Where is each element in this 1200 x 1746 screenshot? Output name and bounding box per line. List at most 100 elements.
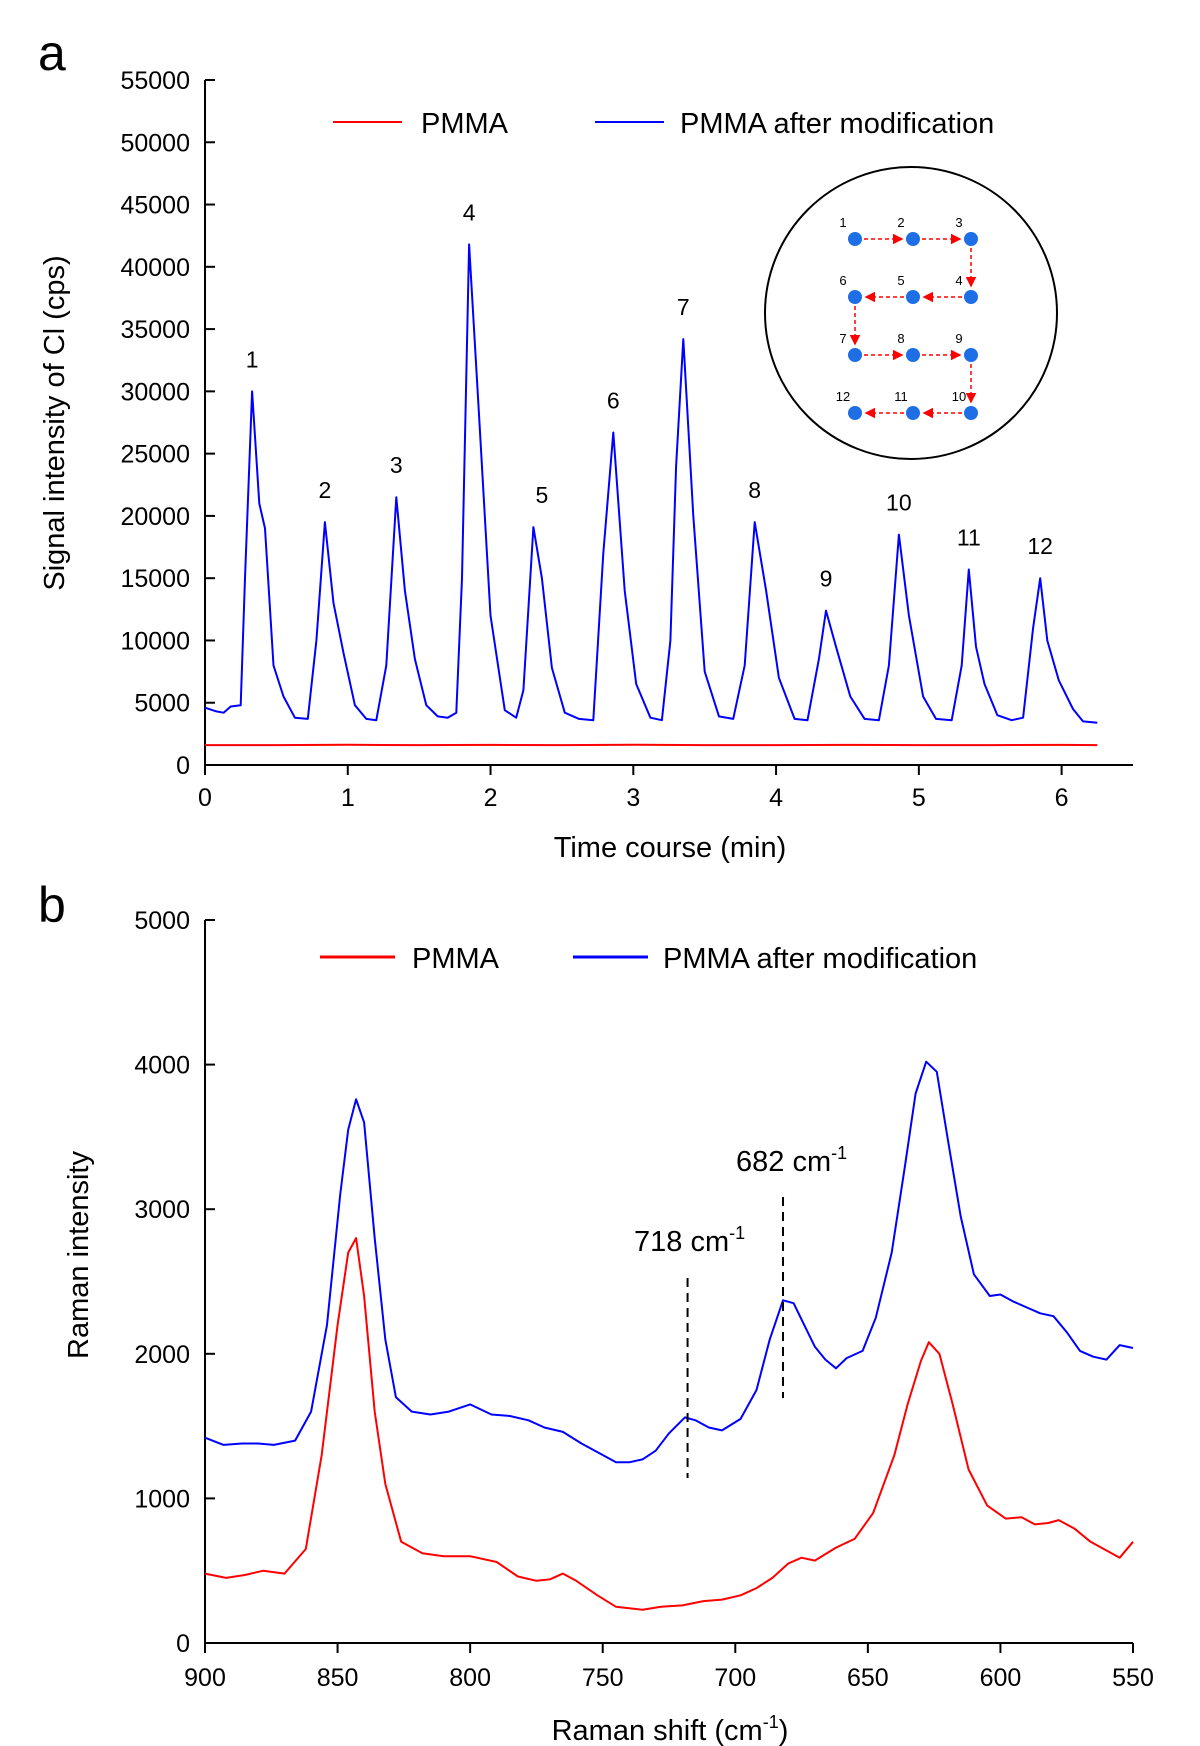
y-tick-label: 35000 — [120, 316, 190, 344]
panel-b-x-axis-title-suffix: ) — [779, 1715, 789, 1746]
scan-point-label: 9 — [955, 331, 962, 346]
x-tick-label: 800 — [449, 1664, 491, 1692]
x-tick-label: 3 — [626, 784, 640, 812]
scan-point — [848, 290, 862, 304]
y-tick-label: 0 — [176, 752, 190, 780]
x-tick-label: 550 — [1112, 1664, 1154, 1692]
scan-points: 1 2 36 5 47 8 912 11 10 — [836, 215, 978, 420]
x-tick-label: 850 — [317, 1664, 359, 1692]
y-tick-label: 55000 — [120, 67, 190, 95]
y-tick-label: 15000 — [120, 565, 190, 593]
panel-a-x-axis-title: Time course (min) — [554, 832, 787, 864]
scan-point-label: 11 — [894, 389, 908, 404]
x-tick-label: 4 — [769, 784, 783, 812]
y-tick-label: 5000 — [134, 690, 190, 718]
panel-b-x-axis-title-main: Raman shift (cm — [552, 1715, 763, 1746]
legend-b-label-pmma-modified: PMMA after modification — [663, 943, 977, 975]
peak-label: 12 — [1027, 533, 1053, 559]
x-tick-label: 750 — [582, 1664, 624, 1692]
y-tick-label: 2000 — [134, 1341, 190, 1369]
legend-label-pmma-modified: PMMA after modification — [680, 108, 994, 140]
x-tick-label: 6 — [1055, 784, 1069, 812]
scan-point — [964, 406, 978, 420]
x-tick-label: 600 — [980, 1664, 1022, 1692]
scan-point-label: 5 — [897, 273, 904, 288]
annotation-718-text: 718 cm — [634, 1226, 729, 1258]
legend-b-label-pmma: PMMA — [412, 943, 500, 975]
panel-b-annotations: 718 cm-1 682 cm-1 — [634, 1143, 847, 1478]
panel-b-letter: b — [38, 877, 66, 933]
panel-a-y-axis-title: Signal intensity of Cl (cps) — [39, 255, 71, 590]
panel-a-letter: a — [38, 25, 66, 81]
panel-a-legend: PMMA PMMA after modification — [333, 108, 994, 140]
scan-point — [848, 232, 862, 246]
scan-point — [906, 406, 920, 420]
peak-label: 4 — [463, 199, 476, 225]
scan-point — [964, 290, 978, 304]
y-tick-label: 25000 — [120, 441, 190, 469]
panel-a-series — [204, 243, 1098, 747]
annotation-682-text: 682 cm — [736, 1146, 831, 1178]
annotation-718-label: 718 cm-1 — [634, 1223, 745, 1258]
y-tick-label: 1000 — [134, 1485, 190, 1513]
scan-point-label: 12 — [836, 389, 850, 404]
x-tick-label: 5 — [912, 784, 926, 812]
series-line-pmma-modified — [204, 1060, 1134, 1464]
scan-point-label: 10 — [952, 389, 966, 404]
y-tick-label: 5000 — [134, 907, 190, 935]
panel-b-series — [204, 1060, 1134, 1611]
peak-label: 9 — [820, 566, 833, 592]
scan-point-label: 3 — [955, 215, 962, 230]
y-tick-label: 50000 — [120, 129, 190, 157]
x-tick-label: 700 — [714, 1664, 756, 1692]
panel-b-y-axis-title: Raman intensity — [63, 1151, 95, 1359]
scan-point — [848, 348, 862, 362]
panel-a-x-ticks: 0 1 2 3 4 5 6 — [198, 765, 1069, 812]
peak-label: 5 — [536, 482, 549, 508]
scan-path-arrows — [849, 233, 977, 419]
x-tick-label: 900 — [184, 1664, 226, 1692]
peak-label: 1 — [246, 346, 259, 372]
panel-b-x-axis-title: Raman shift (cm-1) — [552, 1712, 789, 1746]
y-tick-label: 30000 — [120, 378, 190, 406]
scan-point-label: 6 — [839, 273, 846, 288]
scan-point-label: 1 — [839, 215, 846, 230]
peak-label: 8 — [748, 477, 761, 503]
panel-a-chart: a 05000100001500020000250003000035000400… — [38, 25, 1133, 864]
peak-label: 10 — [886, 490, 912, 516]
peak-label: 6 — [607, 387, 620, 413]
panel-b-legend: PMMA PMMA after modification — [320, 943, 977, 975]
panel-b-x-axis-title-sup: -1 — [763, 1712, 779, 1732]
scan-point — [906, 232, 920, 246]
panel-b-chart: b 0 1000 2000 3000 4000 5000 900 850 800 750 700 6… — [38, 877, 1154, 1746]
scan-point-label: 8 — [897, 331, 904, 346]
x-tick-label: 2 — [484, 784, 498, 812]
scan-point-label: 7 — [839, 331, 846, 346]
scan-point — [964, 232, 978, 246]
scan-point — [848, 406, 862, 420]
peak-label: 2 — [319, 477, 332, 503]
x-tick-label: 0 — [198, 784, 212, 812]
legend-label-pmma: PMMA — [421, 108, 509, 140]
scan-point-label: 2 — [897, 215, 904, 230]
panel-a-y-ticks: 0 5000 10000 15000 20000 25000 30000 35000 40000… — [120, 67, 215, 780]
annotation-682-sup: -1 — [831, 1143, 847, 1163]
series-line-pmma-modified — [204, 243, 1098, 724]
y-tick-label: 45000 — [120, 192, 190, 220]
y-tick-label: 40000 — [120, 254, 190, 282]
scan-path-inset: 1 2 36 5 47 8 912 11 10 — [764, 166, 1058, 460]
annotation-718-sup: -1 — [729, 1223, 745, 1243]
y-tick-label: 4000 — [134, 1052, 190, 1080]
y-tick-label: 3000 — [134, 1196, 190, 1224]
scan-point-label: 4 — [955, 273, 962, 288]
panel-b-x-ticks: 900 850 800 750 700 650 600 550 — [184, 1643, 1154, 1692]
scan-point — [906, 348, 920, 362]
series-line-pmma — [204, 1237, 1134, 1611]
scan-point — [964, 348, 978, 362]
x-tick-label: 650 — [847, 1664, 889, 1692]
peak-label: 7 — [677, 294, 690, 320]
x-tick-label: 1 — [341, 784, 355, 812]
y-tick-label: 0 — [176, 1630, 190, 1658]
